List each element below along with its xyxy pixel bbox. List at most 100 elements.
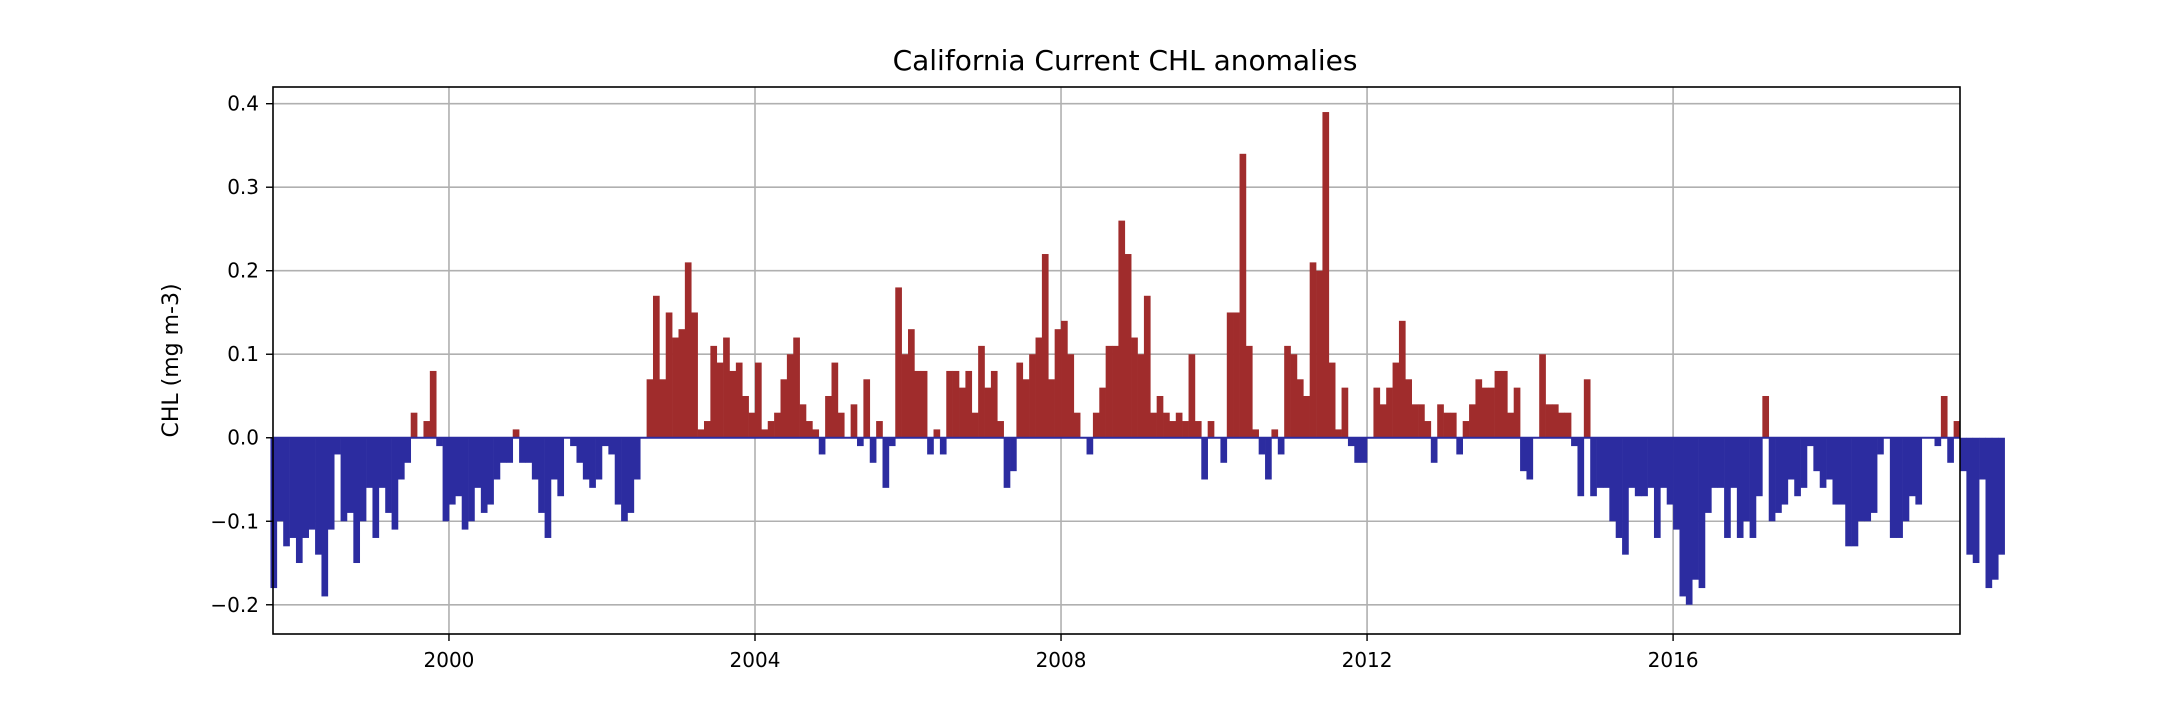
bar: [366, 437, 373, 488]
bar: [391, 437, 399, 530]
x-tick-label: 2012: [1342, 648, 1393, 672]
bar: [908, 329, 915, 438]
bar: [1418, 404, 1425, 438]
bar: [487, 437, 494, 505]
bar: [423, 421, 431, 438]
bar: [576, 437, 584, 463]
bar: [672, 337, 679, 438]
bar: [1545, 404, 1553, 438]
bar: [1207, 421, 1215, 438]
bar: [455, 437, 463, 497]
bar: [1188, 354, 1196, 438]
bar: [1775, 437, 1782, 513]
bar: [1940, 395, 1948, 438]
bar: [1762, 395, 1770, 438]
bar: [595, 437, 603, 480]
bar: [1054, 329, 1062, 438]
bar: [1481, 387, 1489, 438]
bar: [512, 429, 520, 438]
bar: [1252, 429, 1259, 438]
bar: [888, 437, 896, 447]
bar: [346, 437, 354, 513]
y-tick-label: 0.4: [227, 92, 259, 116]
bar: [799, 404, 807, 438]
bar: [1698, 437, 1706, 589]
bar: [538, 437, 545, 513]
bar: [1806, 437, 1814, 447]
bar: [1061, 320, 1068, 438]
bar: [1908, 437, 1916, 497]
bar: [404, 437, 412, 463]
bar: [1749, 437, 1757, 538]
bar: [990, 370, 998, 438]
bar: [678, 329, 686, 438]
bar: [812, 429, 820, 438]
bar: [372, 437, 380, 538]
bar: [321, 437, 329, 597]
bar: [1182, 421, 1189, 438]
bar: [1099, 387, 1106, 438]
bar: [1800, 437, 1808, 488]
bar: [1239, 153, 1247, 438]
bar: [1220, 437, 1228, 463]
bar: [1137, 354, 1145, 438]
bar: [1857, 437, 1865, 522]
bar: [723, 337, 730, 438]
bar: [997, 421, 1004, 438]
bar: [1724, 437, 1731, 538]
bar: [544, 437, 552, 538]
bar: [1226, 312, 1234, 438]
bar: [1845, 437, 1852, 547]
bar: [729, 370, 737, 438]
bar: [1169, 421, 1177, 438]
bar: [1430, 437, 1438, 463]
bar: [621, 437, 628, 522]
plot-frame: [272, 86, 1961, 635]
bar: [659, 379, 667, 438]
bar: [1596, 437, 1604, 488]
bar: [1424, 421, 1432, 438]
bar: [1870, 437, 1878, 513]
bar: [1092, 412, 1100, 438]
bar: [1622, 437, 1629, 555]
bar: [1972, 437, 1980, 564]
bar: [665, 312, 673, 438]
bar: [1507, 412, 1515, 438]
bar: [882, 437, 890, 488]
bar: [1386, 387, 1393, 438]
bar: [1143, 295, 1151, 438]
bar: [1284, 345, 1291, 438]
bar: [1124, 254, 1132, 438]
bar: [1641, 437, 1648, 497]
bar: [959, 387, 966, 438]
bar: [1449, 412, 1457, 438]
bar: [493, 437, 501, 480]
bar: [1041, 254, 1049, 438]
bar: [340, 437, 348, 522]
bar: [1035, 337, 1043, 438]
bar: [1551, 404, 1559, 438]
y-tick-label: 0.3: [227, 175, 259, 199]
bar: [1851, 437, 1859, 547]
bar: [1067, 354, 1075, 438]
bars: [270, 112, 2005, 605]
bar: [1864, 437, 1872, 522]
bar: [1692, 437, 1699, 580]
bar: [933, 429, 941, 438]
bar: [831, 362, 839, 438]
bar: [1022, 379, 1030, 438]
bar: [1086, 437, 1094, 455]
y-tick-label: 0.0: [227, 426, 259, 450]
bar: [876, 421, 883, 438]
bar: [582, 437, 590, 480]
bar: [1194, 421, 1202, 438]
y-tick-label: −0.2: [210, 593, 259, 617]
bar: [1296, 379, 1304, 438]
bar: [1615, 437, 1623, 538]
bar: [436, 437, 443, 447]
bar: [1456, 437, 1463, 455]
bar: [1163, 412, 1170, 438]
bar: [1877, 437, 1884, 455]
bar: [1112, 345, 1119, 438]
bar: [1991, 437, 1999, 580]
